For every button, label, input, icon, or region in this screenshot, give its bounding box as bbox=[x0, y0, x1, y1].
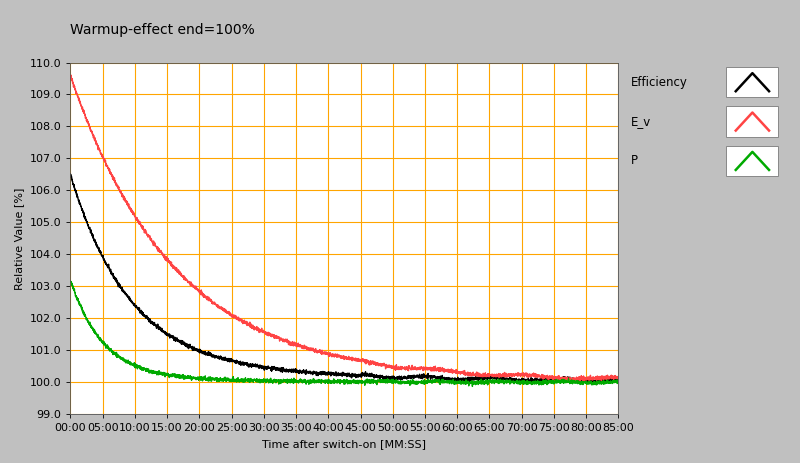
E_v bbox=[66, 75, 75, 80]
Line: E_v: E_v bbox=[70, 75, 618, 381]
P bbox=[276, 377, 286, 383]
X-axis label: Time after switch-on [MM:SS]: Time after switch-on [MM:SS] bbox=[262, 439, 426, 449]
Efficiency bbox=[161, 332, 170, 337]
Efficiency bbox=[128, 300, 138, 306]
E_v bbox=[614, 376, 623, 382]
Text: P: P bbox=[630, 154, 638, 168]
Efficiency bbox=[544, 376, 554, 382]
P bbox=[614, 378, 623, 384]
Efficiency bbox=[276, 368, 286, 373]
P bbox=[299, 379, 309, 385]
E_v bbox=[575, 378, 585, 384]
Line: P: P bbox=[70, 281, 618, 387]
P bbox=[544, 379, 554, 384]
E_v bbox=[276, 335, 286, 341]
E_v bbox=[300, 346, 310, 351]
P bbox=[468, 384, 478, 389]
E_v bbox=[603, 375, 613, 380]
Efficiency bbox=[614, 377, 623, 382]
P bbox=[603, 378, 613, 383]
Efficiency bbox=[593, 381, 602, 387]
E_v bbox=[128, 209, 138, 215]
E_v bbox=[544, 374, 554, 380]
Efficiency bbox=[603, 378, 613, 384]
E_v bbox=[66, 72, 76, 78]
Efficiency bbox=[66, 171, 75, 177]
E_v bbox=[161, 257, 170, 263]
Text: Warmup-effect end=100%: Warmup-effect end=100% bbox=[70, 23, 255, 37]
P bbox=[128, 362, 138, 368]
P bbox=[161, 372, 170, 377]
Text: Efficiency: Efficiency bbox=[630, 75, 687, 89]
P bbox=[66, 278, 75, 284]
Efficiency bbox=[299, 369, 309, 375]
Y-axis label: Relative Value [%]: Relative Value [%] bbox=[14, 187, 24, 290]
Line: Efficiency: Efficiency bbox=[70, 174, 618, 384]
Text: E_v: E_v bbox=[630, 115, 650, 128]
